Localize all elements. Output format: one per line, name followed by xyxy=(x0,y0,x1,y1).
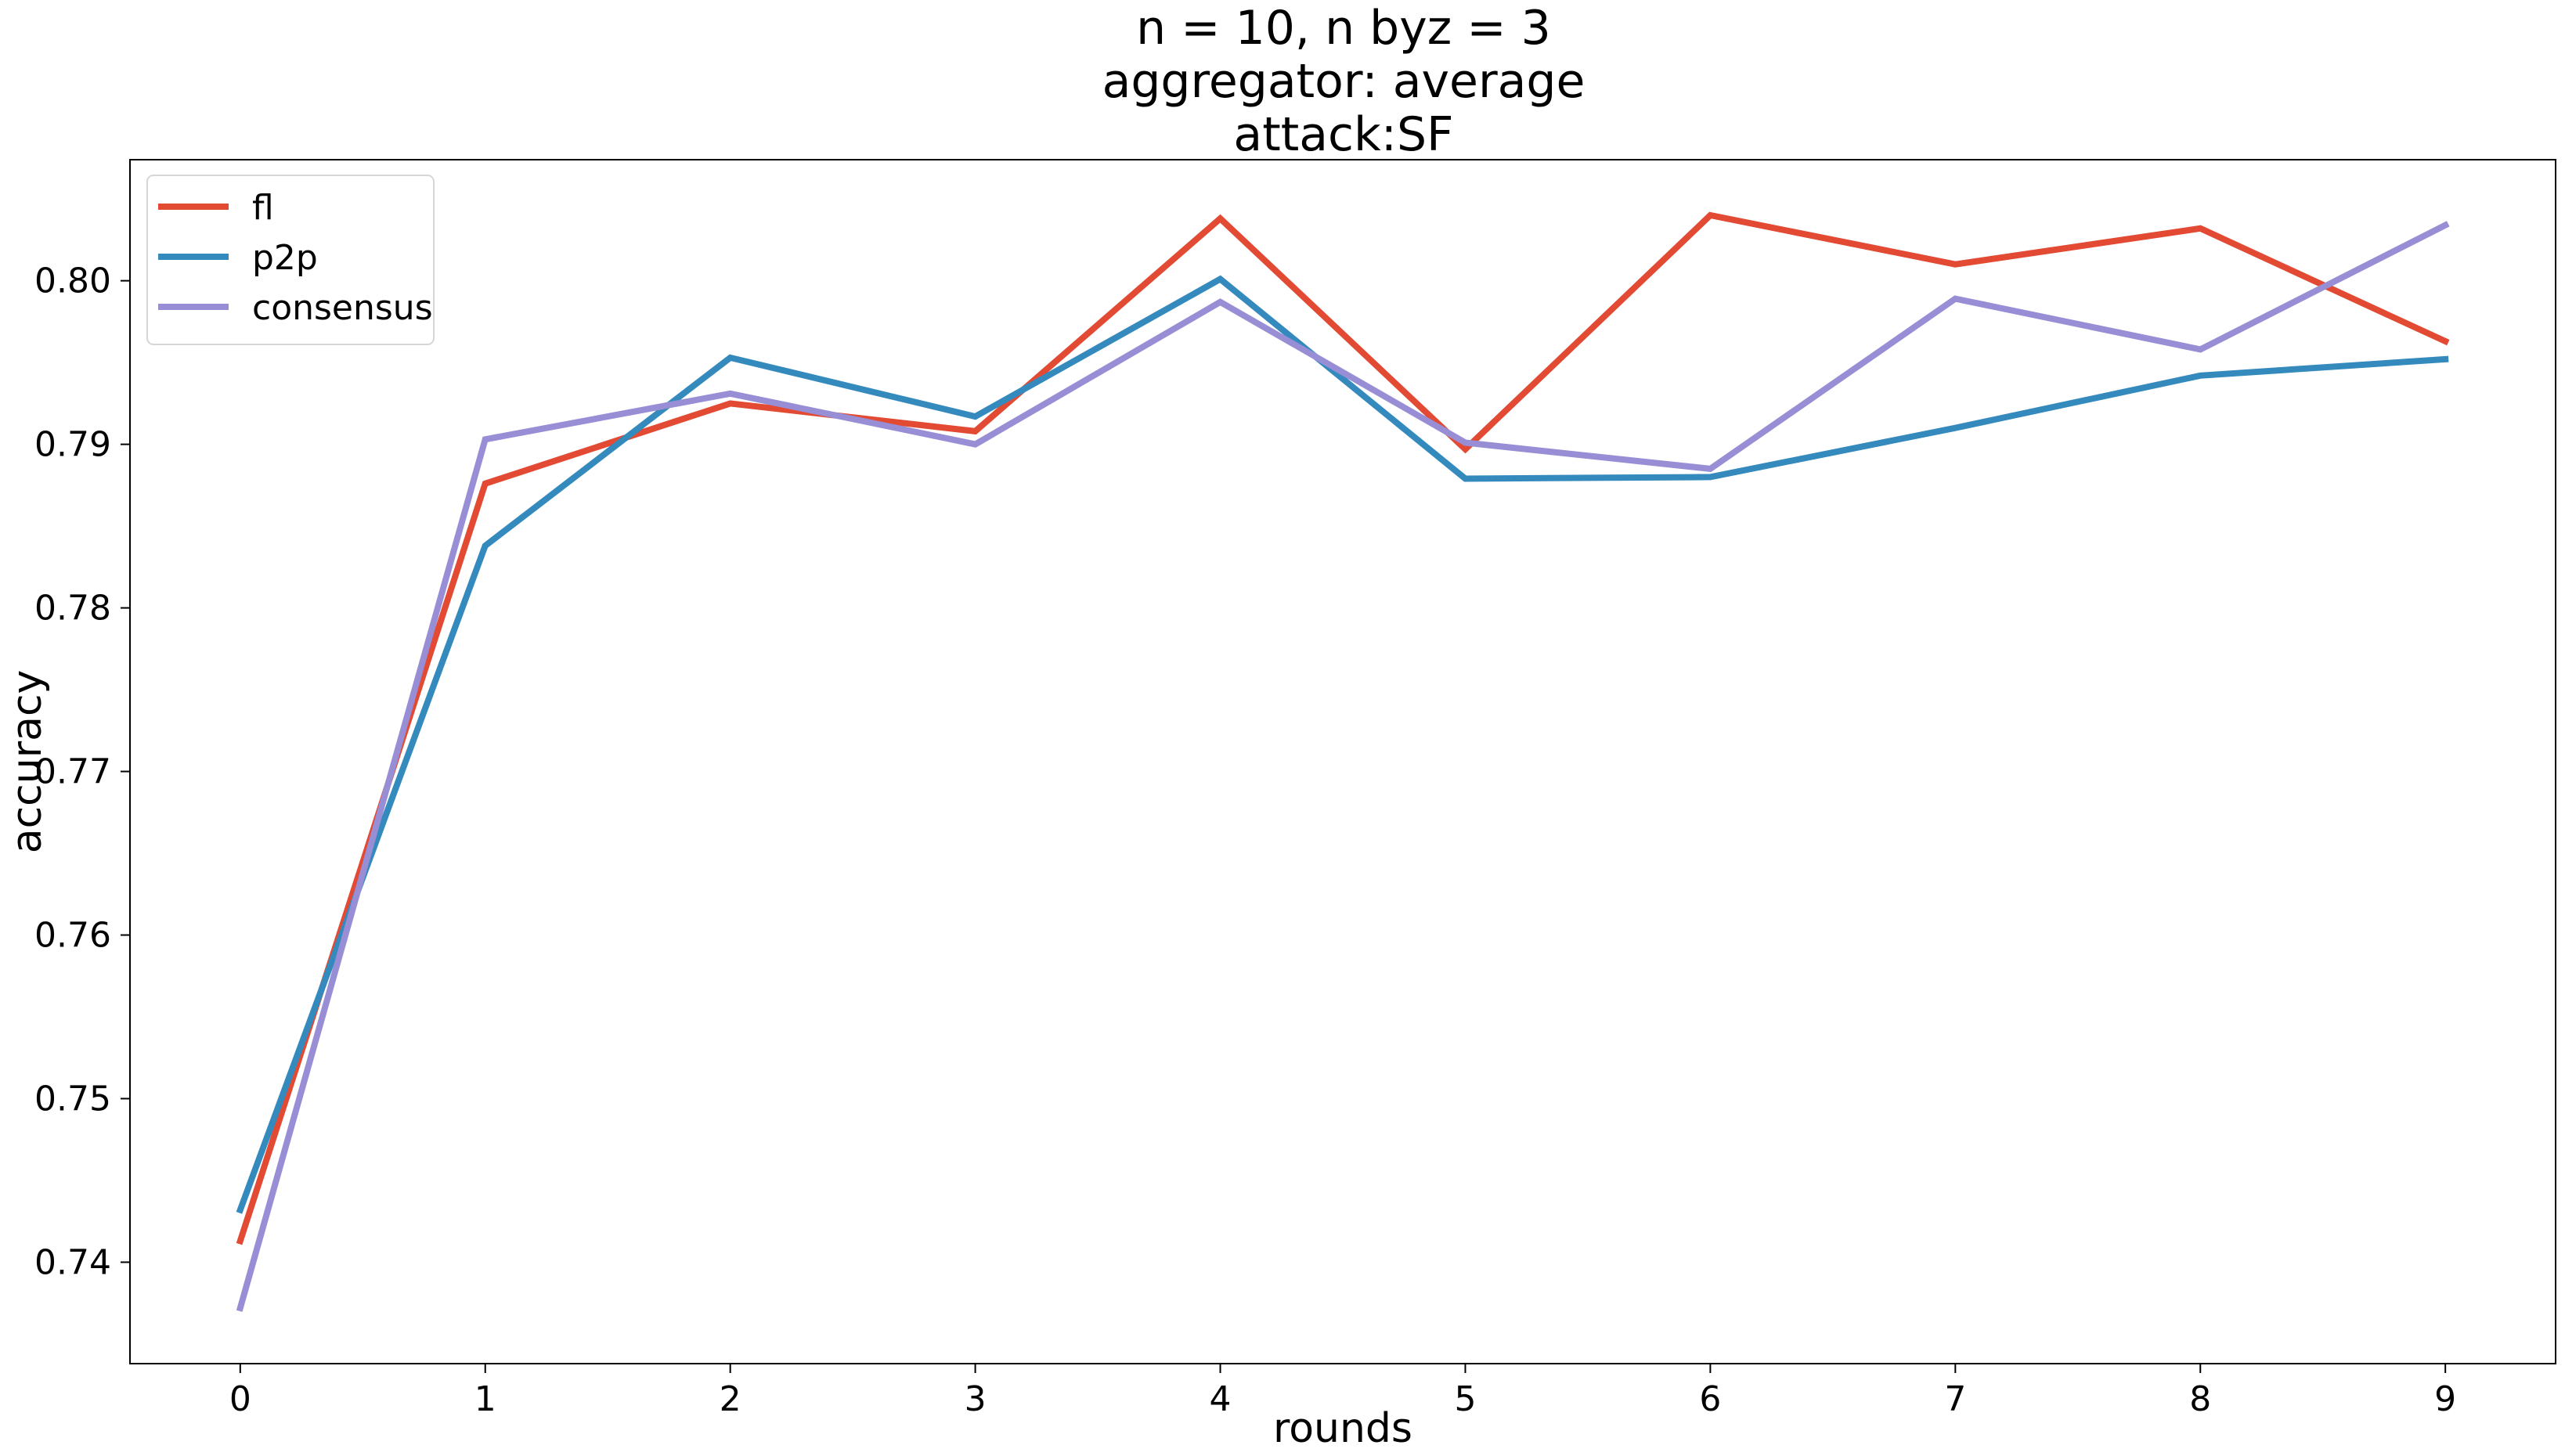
y-tick-label: 0.75 xyxy=(34,1079,111,1119)
x-axis-ticks: 0 1 2 3 4 5 6 7 8 9 xyxy=(229,1364,2456,1419)
x-tick-label: 6 xyxy=(1699,1379,1721,1419)
x-tick-label: 1 xyxy=(474,1379,496,1419)
x-axis-label: rounds xyxy=(1273,1405,1412,1452)
legend: fl p2p consensus xyxy=(146,175,435,345)
legend-label-fl: fl xyxy=(252,188,274,228)
x-tick-label: 3 xyxy=(965,1379,987,1419)
plot-area xyxy=(129,159,2556,1364)
chart-title: n = 10, n byz = 3 aggregator: average at… xyxy=(1102,1,1586,162)
x-tick-label: 9 xyxy=(2434,1379,2456,1419)
series-layer xyxy=(236,211,2450,1312)
legend-label-p2p: p2p xyxy=(252,238,318,278)
legend-label-consensus: consensus xyxy=(252,288,433,328)
y-axis-ticks: 0.74 0.75 0.76 0.77 0.78 0.79 0.80 xyxy=(34,261,130,1282)
chart-title-line-1: n = 10, n byz = 3 xyxy=(1136,1,1551,56)
series-line-consensus xyxy=(236,221,2450,1312)
y-tick-label: 0.79 xyxy=(34,425,111,465)
chart-title-line-2: aggregator: average xyxy=(1102,54,1586,109)
x-tick-label: 5 xyxy=(1454,1379,1476,1419)
y-tick-label: 0.74 xyxy=(34,1242,111,1282)
y-tick-label: 0.76 xyxy=(34,916,111,956)
series-line-p2p xyxy=(236,275,2449,1214)
y-tick-label: 0.78 xyxy=(34,589,111,629)
series-line-fl xyxy=(236,211,2450,1245)
y-axis-label: accuracy xyxy=(4,670,51,854)
legend-box xyxy=(146,175,435,345)
x-tick-label: 2 xyxy=(720,1379,741,1419)
x-tick-label: 7 xyxy=(1944,1379,1966,1419)
x-tick-label: 0 xyxy=(229,1379,251,1419)
x-tick-label: 4 xyxy=(1210,1379,1232,1419)
chart-title-line-3: attack:SF xyxy=(1233,107,1453,162)
y-tick-label: 0.80 xyxy=(34,261,111,301)
x-tick-label: 8 xyxy=(2189,1379,2211,1419)
y-tick-label: 0.77 xyxy=(34,752,111,792)
